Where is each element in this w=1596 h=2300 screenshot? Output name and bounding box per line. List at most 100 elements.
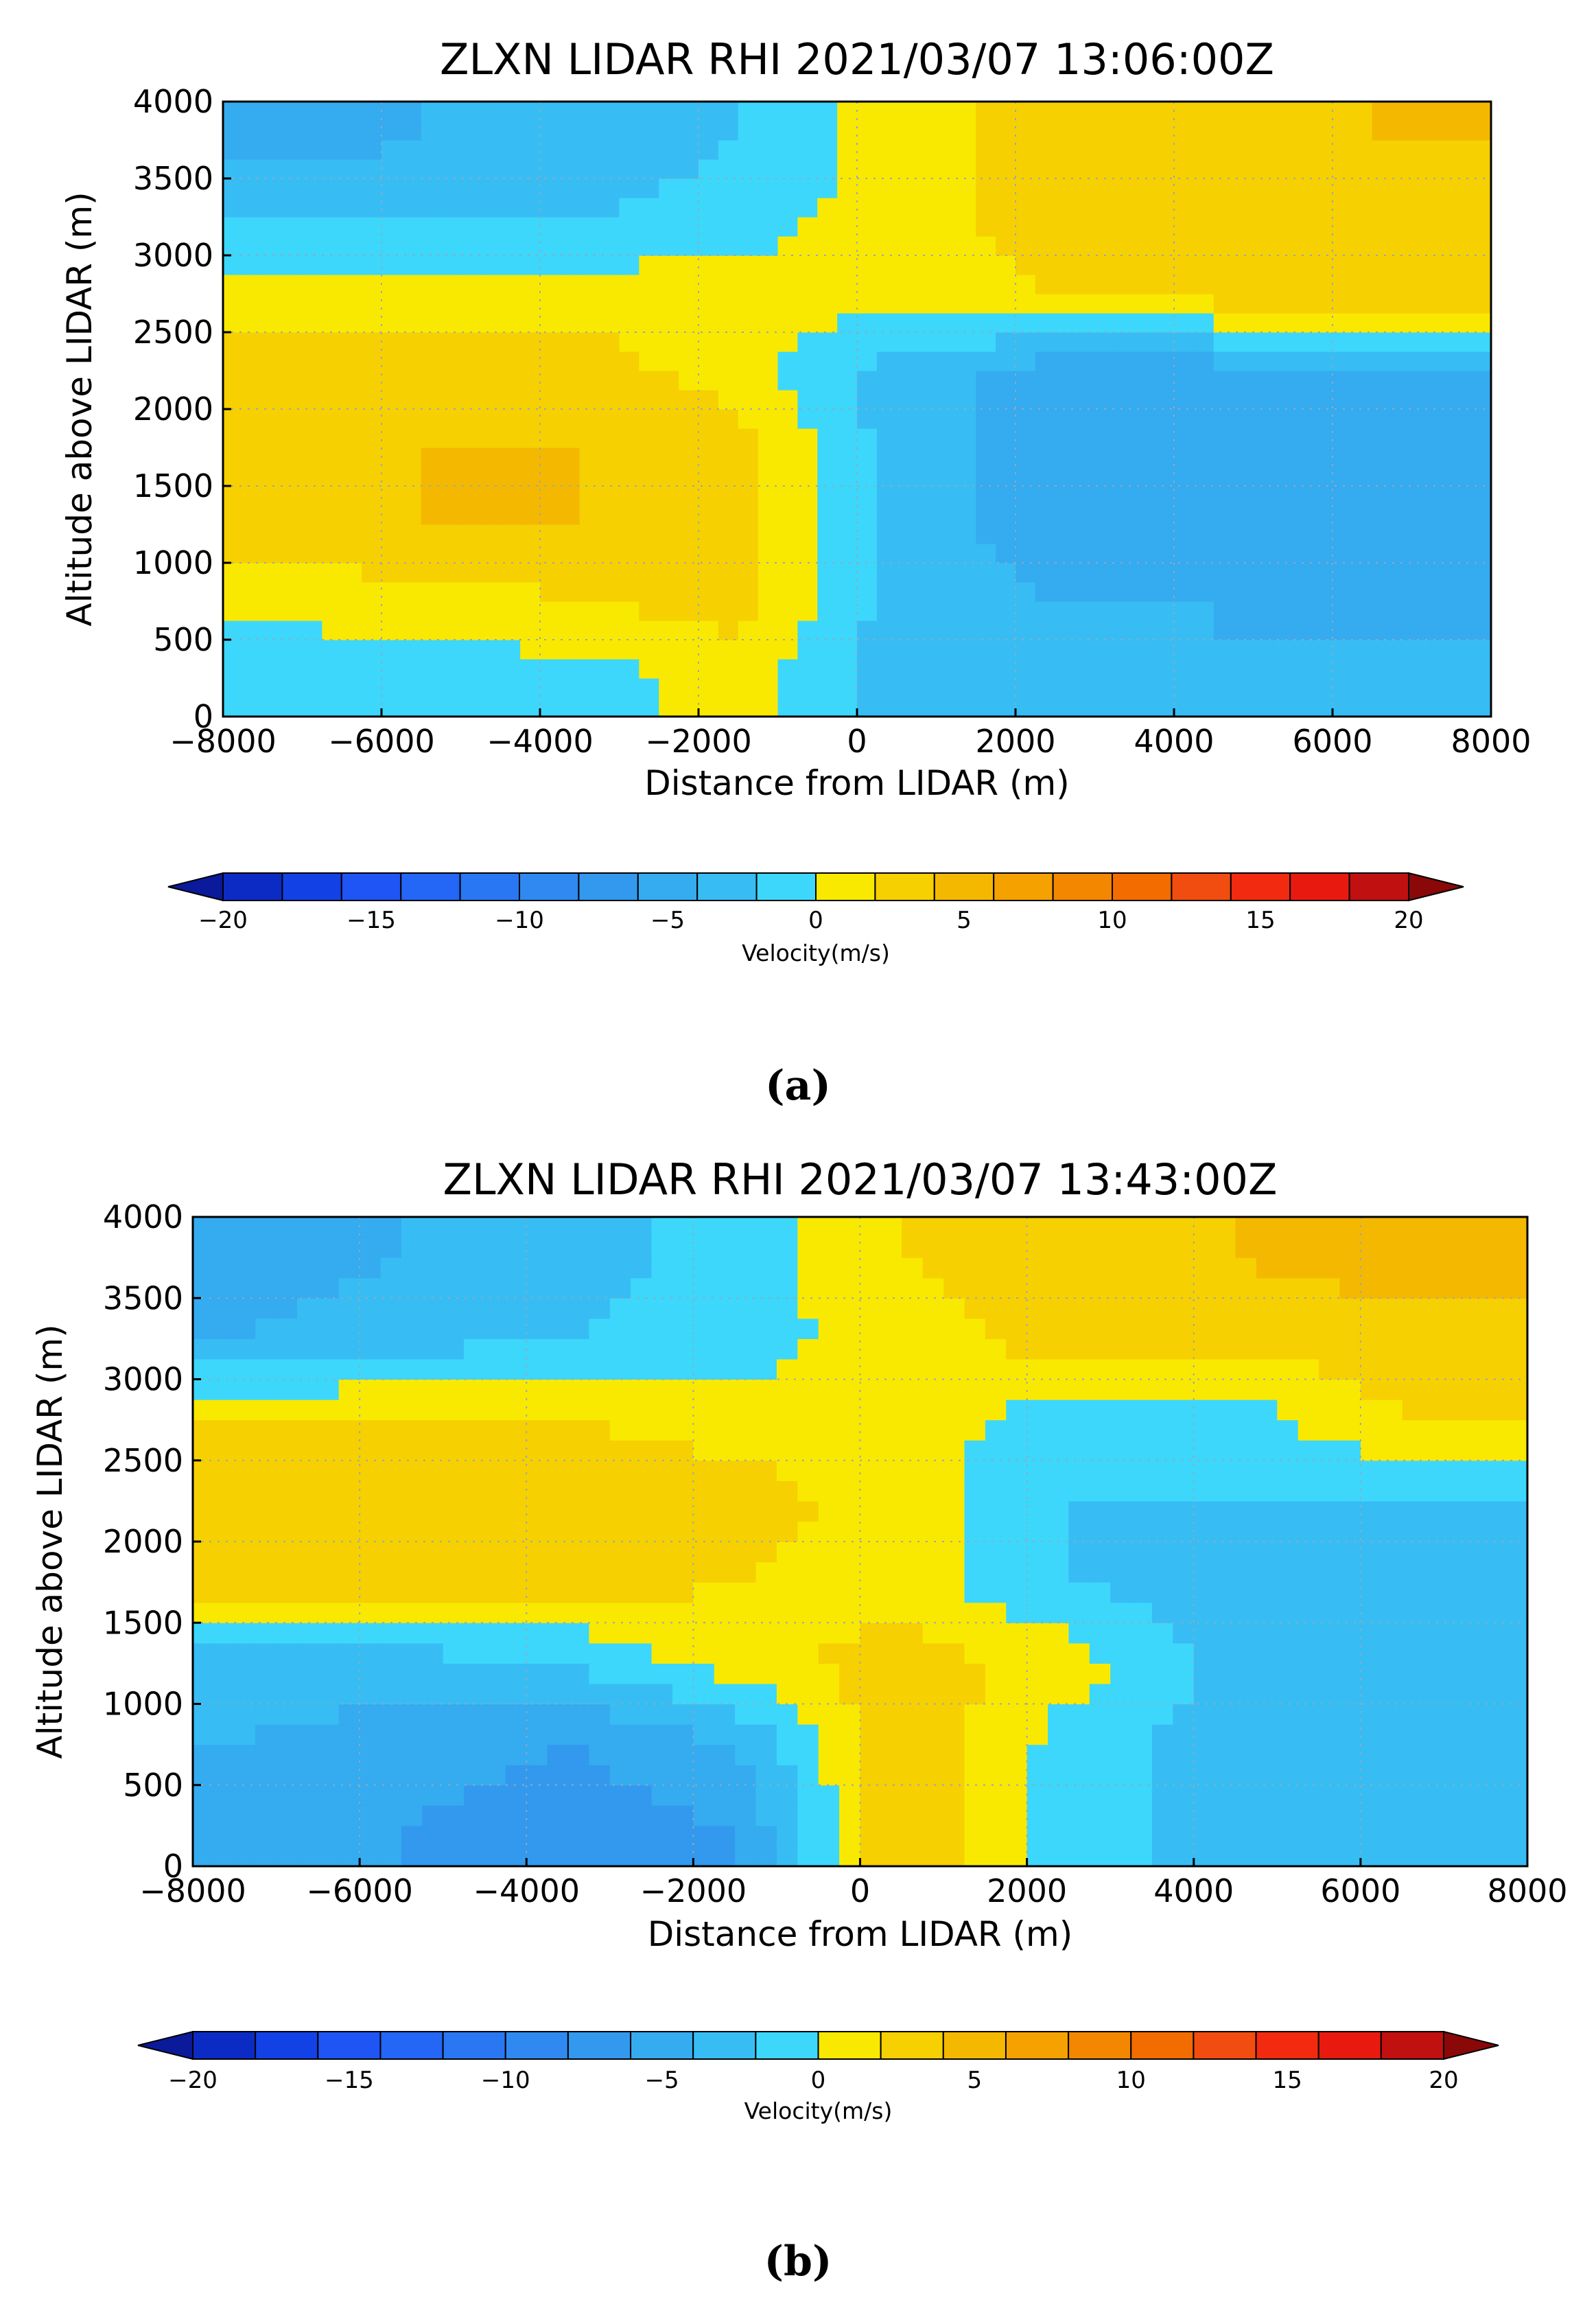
heatmap-cell xyxy=(976,178,996,198)
heatmap-cell xyxy=(568,1785,590,1806)
heatmap-cell xyxy=(964,1257,986,1279)
heatmap-cell xyxy=(1094,467,1115,487)
heatmap-cell xyxy=(1193,1785,1215,1806)
heatmap-cell xyxy=(589,1602,611,1623)
heatmap-cell xyxy=(401,313,422,333)
heatmap-cell xyxy=(1213,217,1234,237)
heatmap-cell xyxy=(422,1542,444,1563)
heatmap-cell xyxy=(568,1724,590,1745)
heatmap-cell xyxy=(380,1500,402,1522)
heatmap-cell xyxy=(985,1744,1007,1765)
heatmap-cell xyxy=(943,1419,965,1441)
heatmap-cell xyxy=(464,1683,486,1705)
heatmap-cell xyxy=(282,582,303,602)
heatmap-cell xyxy=(1506,1825,1528,1847)
heatmap-cell xyxy=(1273,178,1293,198)
heatmap-cell xyxy=(520,563,541,583)
heatmap-cell xyxy=(520,448,541,467)
heatmap-cell xyxy=(797,1744,819,1765)
heatmap-cell xyxy=(672,1724,694,1745)
heatmap-cell xyxy=(672,1217,694,1238)
heatmap-cell xyxy=(1151,1521,1173,1542)
heatmap-cell xyxy=(758,505,779,525)
heatmap-cell xyxy=(659,601,679,621)
heatmap-cell xyxy=(936,332,957,352)
heatmap-cell xyxy=(1134,332,1155,352)
heatmap-cell xyxy=(956,601,976,621)
heatmap-cell xyxy=(631,1785,653,1806)
heatmap-cell xyxy=(1506,1358,1528,1380)
heatmap-cell xyxy=(1075,544,1096,564)
heatmap-cell xyxy=(322,505,342,525)
heatmap-cell xyxy=(296,1500,318,1522)
heatmap-cell xyxy=(579,275,600,294)
heatmap-cell xyxy=(1214,1237,1236,1258)
heatmap-cell xyxy=(1233,563,1254,583)
heatmap-cell xyxy=(302,390,322,410)
x-tick-label: 6000 xyxy=(1292,723,1372,760)
heatmap-cell xyxy=(579,159,600,179)
heatmap-cell xyxy=(777,448,798,467)
y-tick-label: 3000 xyxy=(133,237,213,274)
heatmap-cell xyxy=(1193,1602,1215,1623)
heatmap-cell xyxy=(1193,178,1214,198)
heatmap-cell xyxy=(837,102,858,121)
heatmap-cell xyxy=(857,236,878,256)
heatmap-cell xyxy=(876,102,897,121)
heatmap-cell xyxy=(421,582,442,602)
heatmap-cell xyxy=(735,1744,757,1765)
heatmap-cell xyxy=(797,1561,819,1583)
heatmap-cell xyxy=(338,1602,360,1623)
heatmap-cell xyxy=(738,448,759,467)
heatmap-cell xyxy=(540,275,561,294)
heatmap-cell xyxy=(839,1379,861,1400)
x-tick-label: 8000 xyxy=(1451,723,1531,760)
heatmap-cell xyxy=(1131,1805,1153,1826)
x-tick-label: 8000 xyxy=(1487,1872,1567,1909)
heatmap-cell xyxy=(520,217,541,237)
heatmap-cell xyxy=(1486,1500,1507,1522)
heatmap-cell xyxy=(1339,1642,1361,1664)
heatmap-cell xyxy=(1431,409,1452,429)
heatmap-cell xyxy=(520,505,541,525)
heatmap-cell xyxy=(797,1805,819,1826)
heatmap-cell xyxy=(1293,140,1313,160)
heatmap-cell xyxy=(860,1358,882,1380)
heatmap-cell xyxy=(262,640,283,660)
heatmap-cell xyxy=(985,1298,1007,1319)
heatmap-cell xyxy=(1110,1724,1132,1745)
heatmap-cell xyxy=(1277,1602,1299,1623)
heatmap-cell xyxy=(1277,1277,1299,1299)
heatmap-cell xyxy=(1339,1338,1361,1360)
heatmap-cell xyxy=(818,1846,840,1867)
heatmap-cell xyxy=(422,1825,444,1847)
heatmap-cell xyxy=(797,544,818,564)
heatmap-cell xyxy=(213,1298,235,1319)
heatmap-cell xyxy=(322,198,342,218)
heatmap-cell xyxy=(1471,102,1492,121)
heatmap-cell xyxy=(738,505,759,525)
y-axis-label: Altitude above LIDAR (m) xyxy=(30,1324,70,1758)
heatmap-cell xyxy=(318,1582,340,1603)
heatmap-cell xyxy=(1026,1480,1048,1502)
heatmap-cell xyxy=(255,1298,277,1319)
heatmap-cell xyxy=(738,390,759,410)
heatmap-cell xyxy=(338,1561,360,1583)
heatmap-cell xyxy=(520,524,541,544)
heatmap-cell xyxy=(526,1785,548,1806)
heatmap-cell xyxy=(797,448,818,467)
heatmap-cell xyxy=(659,428,679,448)
heatmap-cell xyxy=(1372,371,1393,391)
heatmap-cell xyxy=(1339,1460,1361,1481)
heatmap-cell xyxy=(1193,1663,1215,1684)
heatmap-cell xyxy=(1360,1379,1382,1400)
heatmap-cell xyxy=(758,121,779,141)
heatmap-cell xyxy=(223,409,244,429)
heatmap-cell xyxy=(599,467,620,487)
heatmap-cell xyxy=(318,1765,340,1786)
heatmap-cell xyxy=(1110,1500,1132,1522)
heatmap-cell xyxy=(860,1542,882,1563)
heatmap-cell xyxy=(342,255,362,275)
heatmap-cell xyxy=(1423,1724,1445,1745)
heatmap-cell xyxy=(599,351,620,371)
